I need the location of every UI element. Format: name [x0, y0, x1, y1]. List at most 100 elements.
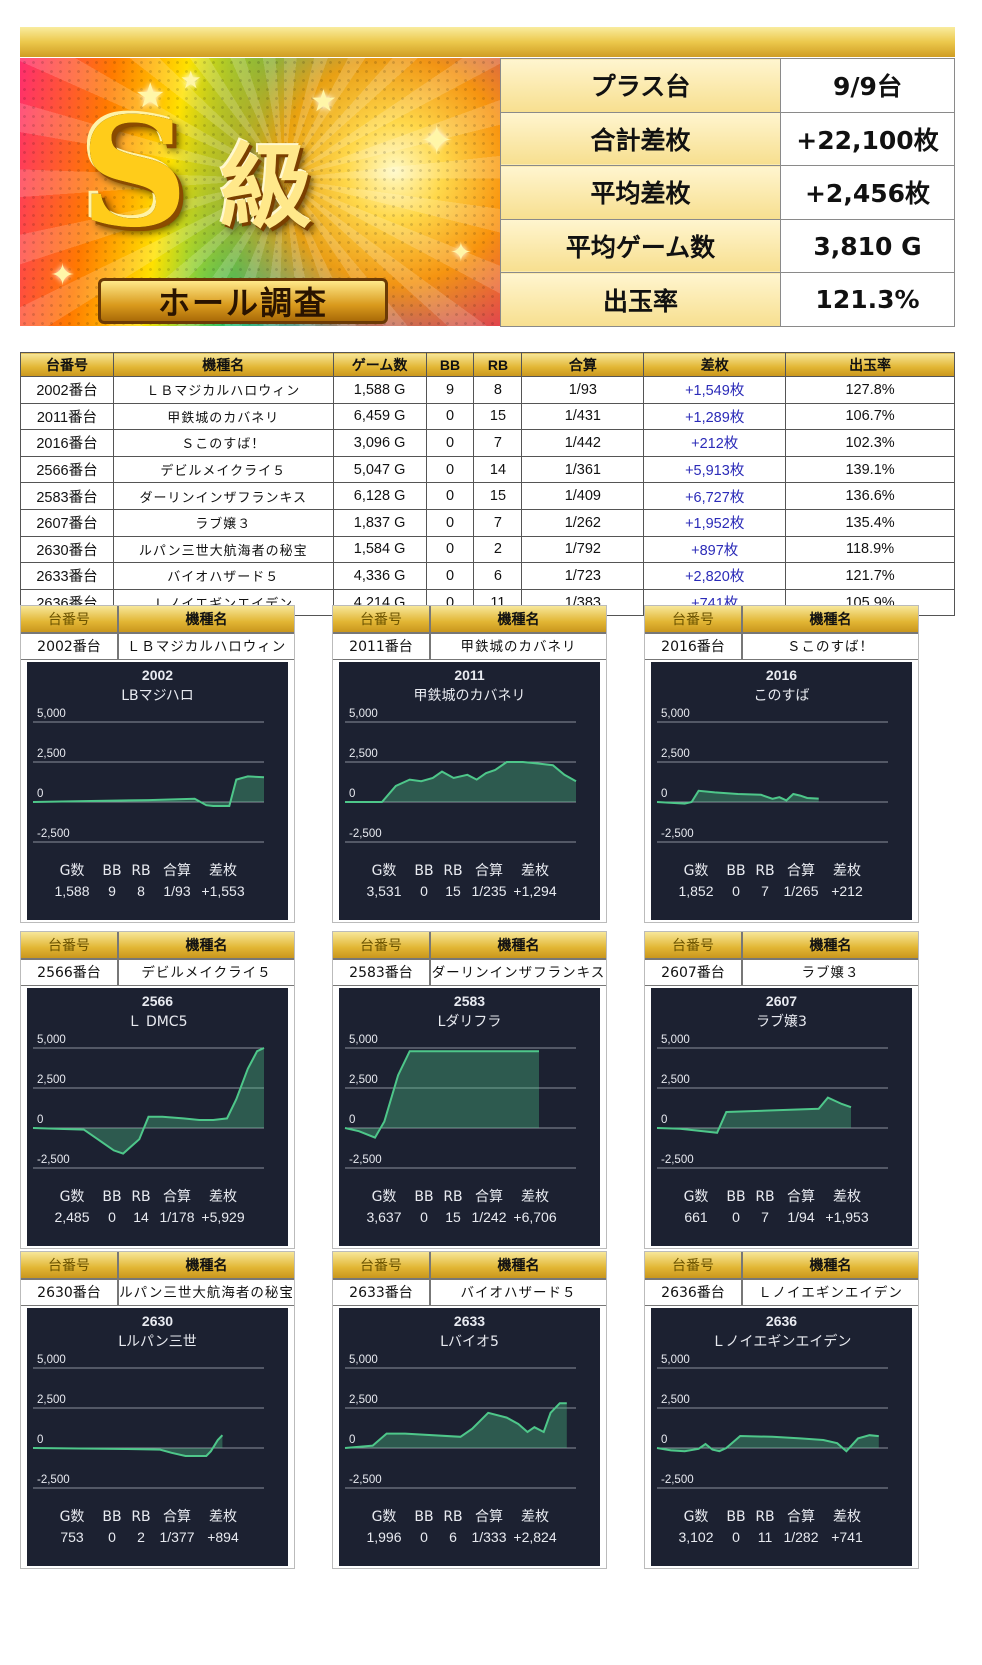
stat-value: +212 [831, 883, 863, 899]
table-cell: 1/431 [521, 402, 645, 431]
y-tick-label: -2,500 [661, 1474, 694, 1486]
y-tick-label: 0 [349, 1434, 355, 1446]
table-cell: 7 [473, 508, 523, 537]
chart-panel: 2583 Lダリフラ 5,000 2,500 0 -2,500 G数 3,637 BB 0 RB 15… [339, 988, 600, 1246]
summary-value: +22,100枚 [780, 111, 955, 167]
summary-value: 9/9台 [780, 58, 955, 113]
table-cell: 0 [425, 402, 475, 431]
stat-value: 2 [137, 1529, 145, 1545]
y-tick-label: 5,000 [349, 708, 378, 720]
table-row: 2002番台 ＬＢマジカルハロウィン 1,588 G 9 8 1/93 +1,549枚 127… [20, 376, 955, 404]
sparkle-icon: ✦ [450, 238, 472, 268]
series-line [656, 789, 819, 805]
table-cell: バイオハザード５ [112, 562, 334, 590]
card-header: 台番号 機種名 [20, 931, 295, 959]
chart-title: 2630 [142, 1313, 173, 1329]
machine-chart-card: 台番号 機種名 2011番台 甲鉄城のカバネリ 2011 甲鉄城のカバネリ 5,000 2,5… [332, 605, 607, 923]
table-cell: 7 [473, 429, 523, 457]
card-info-row: 2016番台 Ｓこのすば！ [644, 633, 919, 660]
table-cell: 0 [425, 455, 475, 484]
table-cell: 1/262 [521, 508, 645, 537]
column-header: 合算 [521, 352, 645, 377]
summary-value: 3,810 G [780, 218, 955, 274]
y-tick-label: 2,500 [661, 1074, 690, 1086]
table-cell: Ｓこのすば！ [112, 429, 334, 457]
hall-survey-banner: ★ ★ ★ ✦ ✦ ✦ S 級 ホール調査 [20, 58, 500, 326]
banner-ribbon-text: ホール調査 [157, 284, 328, 322]
column-header: ゲーム数 [332, 352, 427, 377]
banner-ribbon: ホール調査 [98, 278, 388, 324]
card-info-row: 2002番台 ＬＢマジカルハロウィン [20, 633, 295, 660]
table-cell: 139.1% [785, 455, 955, 484]
stat-label: BB [414, 1509, 433, 1525]
stat-value: 0 [420, 1529, 428, 1545]
table-cell: 2566番台 [20, 455, 114, 484]
summary-label: プラス台 [500, 58, 781, 113]
table-cell: +1,549枚 [643, 376, 787, 404]
table-cell: ＬＢマジカルハロウィン [112, 376, 334, 404]
table-cell: +1,952枚 [643, 508, 787, 537]
star-icon: ★ [310, 84, 337, 119]
table-cell: 1/442 [521, 429, 645, 457]
card-header-unit: 台番号 [644, 605, 742, 633]
y-tick-label: 2,500 [349, 748, 378, 760]
chart-svg: 2633 Lバイオ5 5,000 2,500 0 -2,500 G数 1,996 BB 0 RB 6 合… [344, 1313, 576, 1545]
table-cell: 9 [425, 376, 475, 404]
table-cell: 1/361 [521, 455, 645, 484]
table-cell: 127.8% [785, 376, 955, 404]
card-header-machine: 機種名 [742, 931, 919, 959]
chart-svg: 2566 Ｌ DMC5 5,000 2,500 0 -2,500 G数 2,485 BB 0 RB 1… [32, 993, 265, 1225]
table-row: 2566番台 デビルメイクライ５ 5,047 G 0 14 1/361 +5,913枚 139… [20, 455, 955, 484]
column-header: 台番号 [20, 352, 114, 377]
y-tick-label: -2,500 [37, 828, 70, 840]
card-machine-name: ラブ嬢３ [742, 959, 919, 986]
card-header-unit: 台番号 [20, 1251, 118, 1279]
stat-value: 2,485 [54, 1209, 89, 1225]
chart-panel: 2636 Ｌノイエギンエイデン 5,000 2,500 0 -2,500 G数 3,102 BB… [651, 1308, 912, 1566]
table-cell: 1/792 [521, 535, 645, 564]
chart-panel: 2016 このすば 5,000 2,500 0 -2,500 G数 1,852 BB 0 RB 7 合算… [651, 662, 912, 920]
stat-value: 3,102 [678, 1529, 713, 1545]
summary-label: 出玉率 [500, 272, 781, 327]
card-unit-number: 2002番台 [20, 633, 118, 660]
card-header: 台番号 機種名 [332, 605, 607, 633]
card-info-row: 2607番台 ラブ嬢３ [644, 959, 919, 986]
card-machine-name: バイオハザード５ [430, 1279, 607, 1306]
card-header-machine: 機種名 [118, 605, 295, 633]
stat-value: 11 [758, 1529, 773, 1545]
y-tick-label: -2,500 [661, 828, 694, 840]
y-tick-label: 2,500 [37, 1074, 66, 1086]
banner-s-letter: S [80, 85, 189, 261]
chart-subtitle: ラブ嬢3 [756, 1013, 807, 1030]
table-cell: 135.4% [785, 508, 955, 537]
stat-value: 0 [732, 1209, 740, 1225]
chart-title: 2566 [142, 993, 173, 1009]
y-tick-label: 5,000 [661, 1354, 690, 1366]
card-unit-number: 2630番台 [20, 1279, 118, 1306]
card-header-unit: 台番号 [332, 605, 430, 633]
stat-value: 0 [108, 1529, 116, 1545]
y-tick-label: 5,000 [37, 1354, 66, 1366]
card-header-machine: 機種名 [430, 931, 607, 959]
summary-label: 合計差枚 [500, 111, 781, 167]
chart-title: 2016 [766, 667, 797, 683]
stat-label: BB [414, 1189, 433, 1205]
table-cell: 1,588 G [332, 376, 427, 404]
stat-value: 6 [449, 1529, 457, 1545]
stat-label: G数 [60, 1189, 85, 1205]
stat-label: 差枚 [833, 1189, 861, 1205]
table-cell: 102.3% [785, 429, 955, 457]
chart-title: 2636 [766, 1313, 797, 1329]
star-icon: ★ [180, 66, 202, 94]
chart-subtitle: Lダリフラ [438, 1014, 502, 1030]
table-cell: +6,727枚 [643, 482, 787, 510]
y-tick-label: 2,500 [349, 1074, 378, 1086]
stat-label: BB [102, 1189, 121, 1205]
stat-label: RB [131, 1189, 150, 1205]
table-cell: 6 [473, 562, 523, 590]
card-machine-name: デビルメイクライ５ [118, 959, 295, 986]
table-cell: +1,289枚 [643, 402, 787, 431]
y-tick-label: 2,500 [349, 1394, 378, 1406]
stat-label: G数 [372, 1189, 397, 1205]
table-cell: 14 [473, 455, 523, 484]
